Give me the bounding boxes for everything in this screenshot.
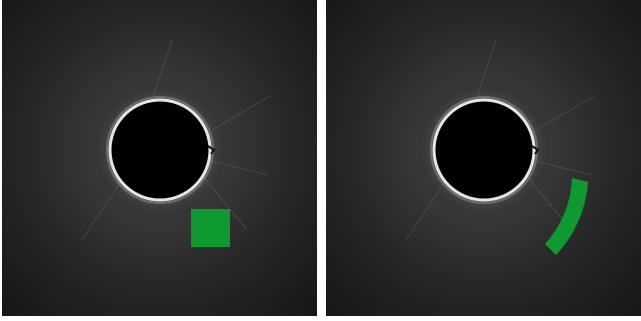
pylon-mark	[531, 145, 540, 155]
occulter-disk	[111, 101, 209, 199]
image-panel-left	[2, 0, 317, 316]
coronagraph-image-left	[2, 0, 317, 316]
green-square-marker	[191, 209, 230, 247]
coronagraph-image-right	[326, 0, 641, 316]
occulter-ring	[432, 98, 536, 202]
green-arc-marker	[545, 178, 588, 255]
occulter-disk	[435, 101, 533, 199]
image-panel-right	[326, 0, 641, 316]
pylon-mark	[207, 145, 216, 155]
occulter-ring	[108, 98, 212, 202]
